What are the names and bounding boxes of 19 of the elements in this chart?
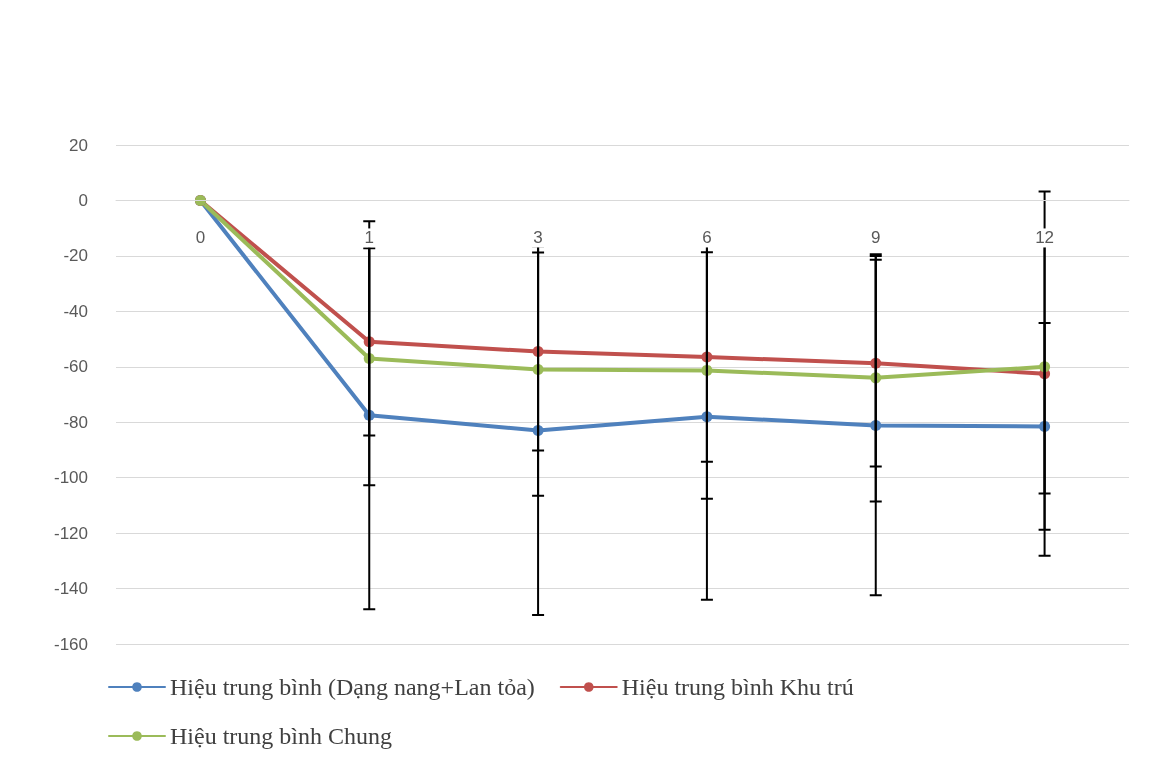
y-tick-label: -80	[63, 412, 88, 432]
y-tick-label: -100	[53, 468, 88, 488]
y-tick-label: -120	[53, 523, 88, 543]
legend-label: Hiệu trung bình Chung	[170, 723, 392, 749]
x-tick-label: 0	[195, 228, 206, 248]
x-tick-label: 9	[871, 228, 881, 248]
legend-label: Hiệu trung bình Khu trú	[621, 674, 854, 700]
x-tick-label: 1	[364, 228, 374, 248]
x-tick-label: 12	[1035, 228, 1055, 248]
x-tick-label: 6	[702, 228, 712, 248]
y-tick-label: 0	[78, 190, 88, 210]
y-tick-label: -140	[53, 579, 88, 599]
y-tick-label: -60	[63, 357, 88, 377]
y-tick-label: 20	[69, 135, 88, 155]
x-tick-label: 3	[533, 228, 543, 248]
legend-label: Hiệu trung bình (Dạng nang+Lan tỏa)	[170, 674, 535, 700]
y-tick-label: -40	[63, 301, 88, 321]
y-tick-label: -160	[53, 634, 88, 654]
y-tick-label: -20	[63, 246, 88, 266]
